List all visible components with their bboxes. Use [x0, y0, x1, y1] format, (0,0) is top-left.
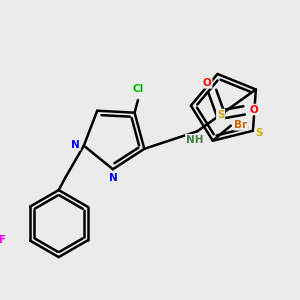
Text: Cl: Cl — [132, 84, 144, 94]
Text: S: S — [255, 128, 262, 138]
Text: S: S — [217, 110, 224, 120]
Text: NH: NH — [186, 135, 203, 145]
Text: N: N — [71, 140, 80, 150]
Text: O: O — [250, 105, 259, 115]
Text: F: F — [0, 235, 6, 244]
Text: O: O — [203, 78, 212, 88]
Text: N: N — [110, 172, 118, 183]
Text: Br: Br — [234, 120, 248, 130]
